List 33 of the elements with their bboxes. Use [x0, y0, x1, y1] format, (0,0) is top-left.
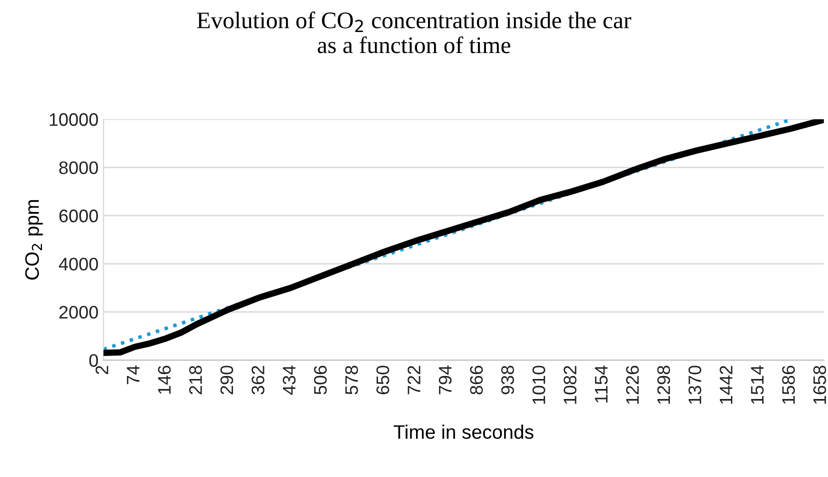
x-tick-label: 1514 [751, 366, 764, 404]
x-tick-label: 794 [438, 366, 452, 394]
y-tick-label: 0 [89, 354, 98, 367]
x-tick-label: 74 [126, 366, 140, 384]
x-tick-label: 1658 [813, 366, 826, 404]
y-tick-label: 6000 [59, 210, 98, 222]
x-tick-label: 506 [314, 366, 327, 394]
chart-title: Evolution of CO$_{2}$ concentration inside the car as a function of time [197, 12, 632, 54]
x-tick-label: 866 [470, 366, 483, 394]
y-tick-label: 8000 [59, 161, 98, 174]
x-tick-label: 1082 [564, 366, 576, 404]
x-tick-label: 2 [96, 366, 108, 374]
x-axis-title: Time in seconds [394, 424, 534, 439]
y-axis-title: CO$_{2}$ ppm [25, 200, 43, 280]
x-tick-label: 938 [501, 366, 514, 394]
x-tick-label: 218 [189, 366, 202, 394]
x-tick-label: 650 [376, 366, 390, 394]
x-tick-label: 290 [220, 366, 234, 394]
x-tick-label: 1298 [657, 366, 670, 404]
x-tick-label: 1586 [782, 366, 795, 404]
y-tick-label: 10000 [50, 113, 98, 126]
x-tick-label: 1154 [595, 366, 608, 402]
y-tick-label: 4000 [58, 258, 98, 270]
x-tick-label: 1010 [532, 366, 546, 404]
x-tick-label: 722 [408, 366, 420, 394]
x-tick-label: 146 [158, 366, 171, 394]
x-tick-label: 1226 [626, 366, 639, 404]
x-tick-label: 578 [345, 366, 358, 394]
y-tick-label: 2000 [59, 306, 98, 319]
x-tick-label: 434 [282, 366, 296, 395]
x-tick-label: 1370 [688, 366, 702, 404]
x-tick-label: 362 [252, 366, 264, 394]
x-tick-label: 1442 [720, 366, 732, 404]
